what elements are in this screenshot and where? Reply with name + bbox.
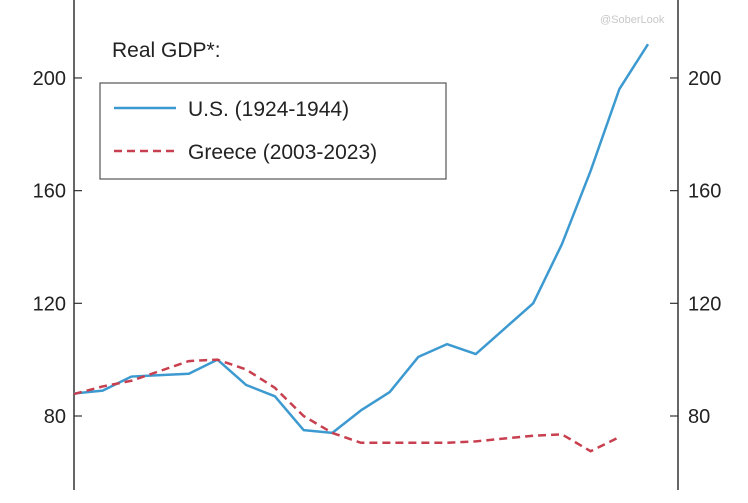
legend-label-us: U.S. (1924-1944) bbox=[188, 98, 349, 121]
left-tick-label: 160 bbox=[33, 181, 66, 203]
legend-label-greece: Greece (2003-2023) bbox=[188, 141, 377, 164]
right-tick-label: 200 bbox=[688, 68, 721, 90]
series-line-greece bbox=[74, 360, 619, 452]
left-tick-label: 200 bbox=[33, 68, 66, 90]
legend: U.S. (1924-1944) Greece (2003-2023) bbox=[100, 83, 446, 179]
watermark: @SoberLook bbox=[600, 14, 665, 26]
left-tick-label: 120 bbox=[33, 293, 66, 315]
right-tick-label: 160 bbox=[688, 181, 721, 203]
left-tick-label: 80 bbox=[44, 406, 66, 428]
right-tick-label: 80 bbox=[688, 406, 710, 428]
chart-title: Real GDP*: bbox=[112, 39, 221, 62]
right-tick-label: 120 bbox=[688, 293, 721, 315]
